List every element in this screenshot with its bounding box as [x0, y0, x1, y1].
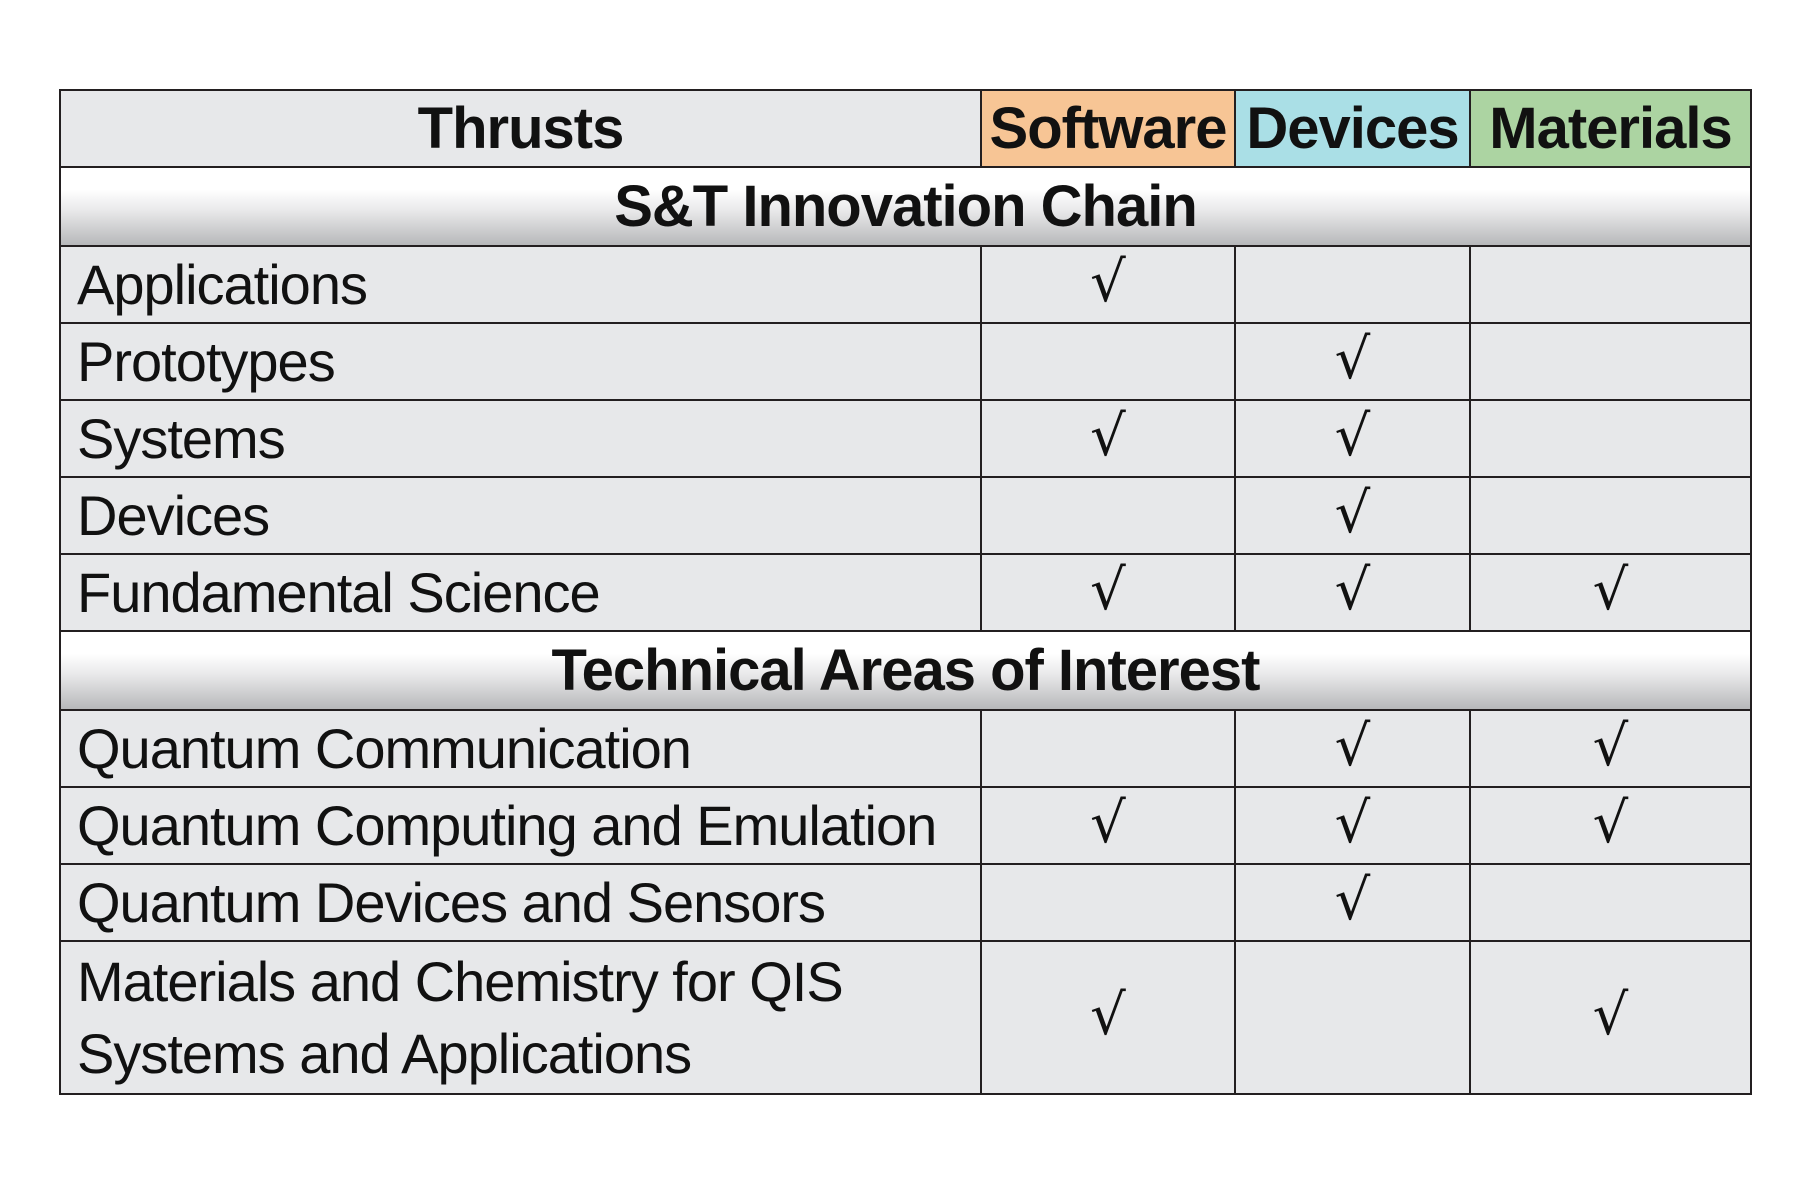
table-row: Applications √: [59, 245, 1752, 324]
materials-cell: √: [1469, 786, 1752, 865]
thrusts-matrix-table: Thrusts Software Devices Materials S&T I…: [59, 89, 1752, 1095]
checkmark-icon: √: [1090, 791, 1126, 856]
table-row: Quantum Communication √ √: [59, 709, 1752, 788]
table-row: Systems √ √: [59, 399, 1752, 478]
row-label: Quantum Communication: [59, 709, 982, 788]
materials-cell: √: [1469, 709, 1752, 788]
checkmark-icon: √: [1334, 791, 1371, 856]
row-label: Devices: [59, 476, 982, 555]
materials-cell: [1469, 863, 1752, 942]
devices-cell: √: [1234, 322, 1471, 401]
table-body: S&T Innovation Chain Applications √ Prototy…: [59, 166, 1752, 1095]
section-title: S&T Innovation Chain: [59, 166, 1752, 247]
checkmark-icon: √: [1592, 714, 1629, 779]
section-title: Technical Areas of Interest: [59, 630, 1752, 711]
checkmark-icon: √: [1090, 558, 1126, 623]
header-row: Thrusts Software Devices Materials: [59, 89, 1752, 168]
software-cell: [980, 476, 1236, 555]
table-row: Materials and Chemistry for QIS Systems a…: [59, 940, 1752, 1095]
table-row: Quantum Computing and Emulation √ √ √: [59, 786, 1752, 865]
software-header: Software: [980, 89, 1236, 168]
row-label: Prototypes: [59, 322, 982, 401]
software-cell: √: [980, 399, 1236, 478]
devices-cell: [1234, 940, 1471, 1095]
materials-header: Materials: [1469, 89, 1752, 168]
checkmark-icon: √: [1334, 327, 1371, 392]
table-row: Devices √: [59, 476, 1752, 555]
checkmark-icon: √: [1592, 791, 1629, 856]
materials-cell: [1469, 245, 1752, 324]
software-cell: [980, 322, 1236, 401]
checkmark-icon: √: [1334, 558, 1371, 623]
thrusts-header: Thrusts: [59, 89, 982, 168]
devices-cell: √: [1234, 553, 1471, 632]
table-row: Quantum Devices and Sensors √: [59, 863, 1752, 942]
checkmark-icon: √: [1090, 983, 1126, 1048]
row-label: Materials and Chemistry for QIS Systems a…: [59, 940, 982, 1095]
section-row: Technical Areas of Interest: [59, 630, 1752, 711]
row-label: Quantum Computing and Emulation: [59, 786, 982, 865]
row-label: Fundamental Science: [59, 553, 982, 632]
devices-cell: √: [1234, 786, 1471, 865]
software-cell: [980, 709, 1236, 788]
row-label: Quantum Devices and Sensors: [59, 863, 982, 942]
software-cell: √: [980, 245, 1236, 324]
table-row: Prototypes √: [59, 322, 1752, 401]
checkmark-icon: √: [1592, 558, 1629, 623]
checkmark-icon: √: [1090, 250, 1126, 315]
checkmark-icon: √: [1334, 404, 1371, 469]
devices-header: Devices: [1234, 89, 1471, 168]
checkmark-icon: √: [1592, 983, 1629, 1048]
section-row: S&T Innovation Chain: [59, 166, 1752, 247]
software-cell: √: [980, 940, 1236, 1095]
software-cell: √: [980, 786, 1236, 865]
software-cell: [980, 863, 1236, 942]
checkmark-icon: √: [1090, 404, 1126, 469]
materials-cell: [1469, 399, 1752, 478]
devices-cell: [1234, 245, 1471, 324]
checkmark-icon: √: [1334, 868, 1371, 933]
materials-cell: √: [1469, 553, 1752, 632]
materials-cell: [1469, 476, 1752, 555]
devices-cell: √: [1234, 863, 1471, 942]
materials-cell: [1469, 322, 1752, 401]
checkmark-icon: √: [1334, 714, 1371, 779]
materials-cell: √: [1469, 940, 1752, 1095]
software-cell: √: [980, 553, 1236, 632]
table-row: Fundamental Science √ √ √: [59, 553, 1752, 632]
devices-cell: √: [1234, 399, 1471, 478]
row-label: Applications: [59, 245, 982, 324]
checkmark-icon: √: [1334, 481, 1371, 546]
devices-cell: √: [1234, 476, 1471, 555]
devices-cell: √: [1234, 709, 1471, 788]
thrusts-table-container: Thrusts Software Devices Materials S&T I…: [59, 89, 1752, 1095]
row-label: Systems: [59, 399, 982, 478]
